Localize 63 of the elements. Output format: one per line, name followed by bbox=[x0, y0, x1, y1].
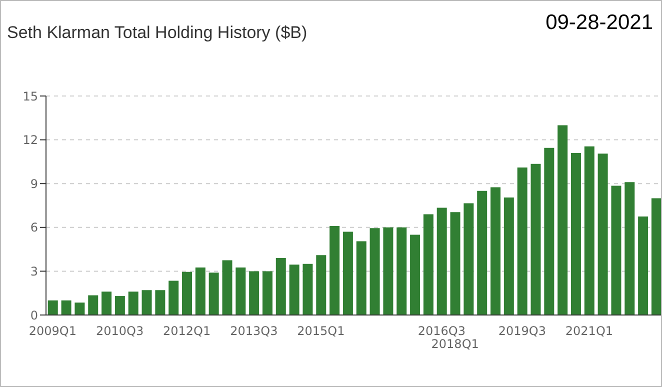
y-tick-label: 12 bbox=[22, 133, 38, 148]
bar bbox=[624, 182, 635, 315]
x-tick-label: 2009Q1 bbox=[28, 324, 77, 338]
bar bbox=[289, 264, 300, 315]
bar bbox=[48, 300, 58, 315]
bar bbox=[276, 258, 286, 315]
bar bbox=[383, 227, 394, 315]
bar bbox=[410, 234, 420, 315]
bar bbox=[396, 227, 407, 315]
bar bbox=[142, 290, 152, 315]
bar bbox=[598, 154, 608, 315]
x-tick-label: 2010Q3 bbox=[96, 324, 144, 338]
bar bbox=[114, 296, 125, 315]
y-tick-label: 0 bbox=[30, 308, 38, 322]
x-tick-label: 2021Q1 bbox=[565, 324, 614, 338]
y-tick-label: 9 bbox=[30, 176, 38, 191]
bar bbox=[88, 295, 98, 315]
bar bbox=[128, 292, 138, 315]
bar bbox=[222, 260, 232, 315]
bar bbox=[638, 216, 648, 315]
x-tick-label: 2013Q3 bbox=[230, 324, 278, 338]
bar bbox=[436, 208, 447, 315]
bar bbox=[570, 152, 581, 315]
bar bbox=[651, 198, 661, 315]
bar bbox=[558, 125, 568, 315]
bar bbox=[208, 272, 219, 315]
bar bbox=[61, 300, 72, 315]
bar bbox=[262, 271, 272, 315]
x-tick-label: 2018Q1 bbox=[431, 337, 479, 351]
bar bbox=[450, 212, 460, 315]
x-tick-label: 2012Q1 bbox=[163, 324, 211, 338]
bar bbox=[302, 264, 313, 315]
bar bbox=[155, 290, 166, 315]
y-tick-label: 6 bbox=[30, 220, 38, 235]
bar bbox=[195, 268, 206, 315]
bar bbox=[236, 268, 246, 315]
x-tick-label: 2015Q1 bbox=[297, 324, 345, 338]
bar bbox=[544, 148, 554, 315]
bar bbox=[249, 271, 260, 315]
bar bbox=[182, 272, 192, 315]
text: 09-28-2021 bbox=[546, 11, 653, 35]
bar bbox=[584, 146, 594, 315]
bar bbox=[168, 280, 179, 315]
bar bbox=[356, 241, 366, 315]
bar bbox=[464, 203, 474, 315]
bar bbox=[423, 214, 434, 315]
y-tick-label: 3 bbox=[30, 264, 38, 278]
x-tick-label: 2019Q3 bbox=[498, 324, 546, 338]
bar bbox=[370, 228, 380, 315]
bar bbox=[477, 190, 488, 315]
bar bbox=[517, 168, 528, 315]
bar bbox=[342, 232, 353, 315]
bar bbox=[490, 187, 501, 315]
bar bbox=[611, 186, 622, 315]
bar bbox=[530, 164, 541, 315]
bar bbox=[504, 197, 514, 315]
bar bbox=[316, 255, 326, 315]
y-tick-label: 15 bbox=[22, 89, 38, 104]
chart-title: Seth Klarman Total Holding History ($B) bbox=[7, 23, 308, 43]
bar bbox=[102, 292, 112, 315]
bar bbox=[330, 226, 340, 315]
bar bbox=[74, 302, 85, 315]
x-tick-label: 2016Q3 bbox=[418, 324, 466, 338]
